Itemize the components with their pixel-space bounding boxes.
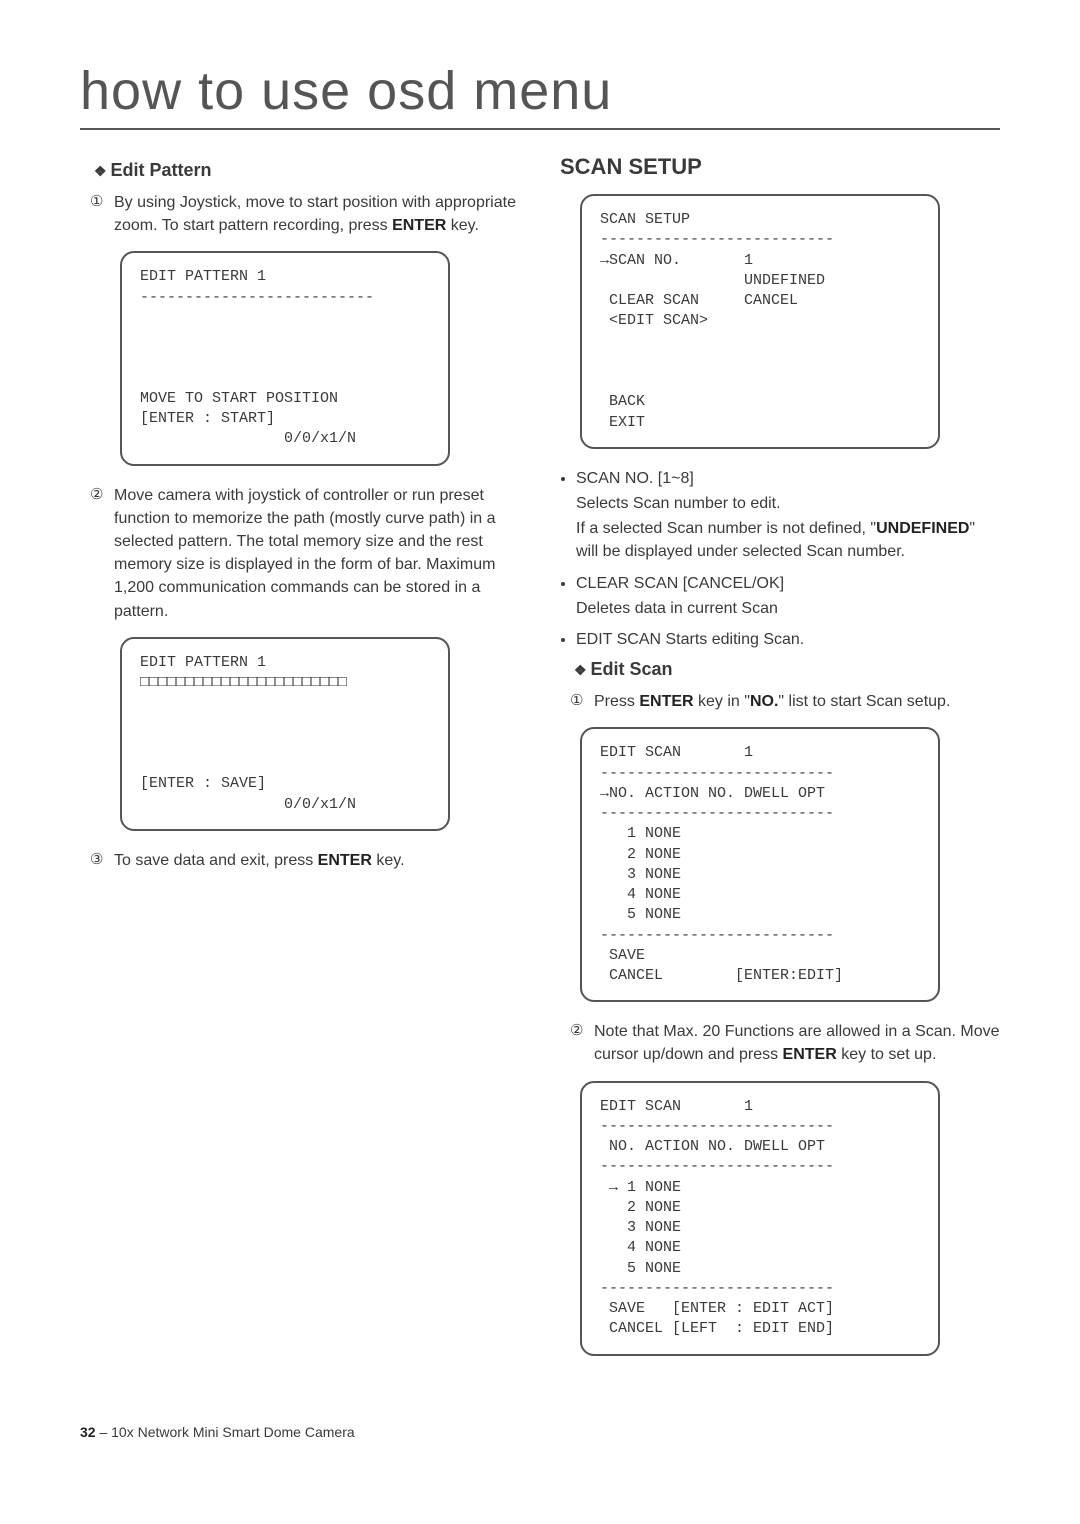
edit-scan-heading: Edit Scan <box>574 659 1000 680</box>
osd-edit-scan-2: EDIT SCAN 1 -------------------------- N… <box>580 1081 940 1356</box>
bullet-edit-scan-lead: EDIT SCAN Starts editing Scan. <box>576 631 804 648</box>
enter-key-label-2: ENTER <box>318 852 372 869</box>
footer-text: – 10x Network Mini Smart Dome Camera <box>99 1424 354 1440</box>
bullet-scan-no-line2a: If a selected Scan number is not defined… <box>576 520 876 537</box>
enter-key-label-3: ENTER <box>639 693 693 710</box>
bullet-scan-no-line1: Selects Scan number to edit. <box>576 492 1000 515</box>
right-step-2-b: key to set up. <box>837 1046 937 1063</box>
page-number: 32 <box>80 1424 96 1440</box>
scan-setup-bullets: SCAN NO. [1~8] Selects Scan number to ed… <box>560 467 1000 651</box>
bullet-scan-no: SCAN NO. [1~8] Selects Scan number to ed… <box>576 467 1000 564</box>
right-step-1: ① Press ENTER key in "NO." list to start… <box>594 690 1000 713</box>
right-step-1-c: " list to start Scan setup. <box>778 693 950 710</box>
osd-edit-pattern-save: EDIT PATTERN 1 □□□□□□□□□□□□□□□□□□□□□□□ [… <box>120 637 450 831</box>
right-step-1-b: key in " <box>694 693 750 710</box>
bullet-edit-scan: EDIT SCAN Starts editing Scan. <box>576 628 1000 651</box>
circled-2-icon-r: ② <box>570 1020 583 1042</box>
content-columns: Edit Pattern ① By using Joystick, move t… <box>80 154 1000 1374</box>
scan-setup-heading: SCAN SETUP <box>560 154 1000 180</box>
enter-key-label: ENTER <box>392 217 446 234</box>
osd-edit-pattern-start: EDIT PATTERN 1 -------------------------… <box>120 251 450 465</box>
page-root: how to use osd menu Edit Pattern ① By us… <box>0 0 1080 1480</box>
no-label: NO. <box>750 693 778 710</box>
left-step-2-text: Move camera with joystick of controller … <box>114 487 496 620</box>
enter-key-label-4: ENTER <box>783 1046 837 1063</box>
bullet-clear-scan: CLEAR SCAN [CANCEL/OK] Deletes data in c… <box>576 572 1000 620</box>
circled-3-icon: ③ <box>90 849 103 871</box>
circled-2-icon: ② <box>90 484 103 506</box>
page-footer: 32 – 10x Network Mini Smart Dome Camera <box>80 1424 1000 1440</box>
right-step-2: ② Note that Max. 20 Functions are allowe… <box>594 1020 1000 1066</box>
right-column: SCAN SETUP SCAN SETUP ------------------… <box>560 154 1000 1374</box>
bullet-scan-no-lead: SCAN NO. [1~8] <box>576 470 694 487</box>
left-step-3-text: To save data and exit, press <box>114 852 318 869</box>
left-step-2: ② Move camera with joystick of controlle… <box>114 484 520 623</box>
bullet-scan-no-line2: If a selected Scan number is not defined… <box>576 517 1000 563</box>
page-title: how to use osd menu <box>80 60 1000 130</box>
circled-1-icon-r: ① <box>570 690 583 712</box>
circled-1-icon: ① <box>90 191 103 213</box>
right-step-1-a: Press <box>594 693 639 710</box>
bullet-clear-scan-line1: Deletes data in current Scan <box>576 597 1000 620</box>
left-column: Edit Pattern ① By using Joystick, move t… <box>80 154 520 1374</box>
osd-edit-scan-1: EDIT SCAN 1 -------------------------- →… <box>580 727 940 1002</box>
left-step-3: ③ To save data and exit, press ENTER key… <box>114 849 520 872</box>
osd-scan-setup: SCAN SETUP -------------------------- →S… <box>580 194 940 449</box>
left-step-1-tail: key. <box>446 217 479 234</box>
bullet-clear-scan-lead: CLEAR SCAN [CANCEL/OK] <box>576 575 784 592</box>
edit-pattern-heading: Edit Pattern <box>94 160 520 181</box>
left-step-3-tail: key. <box>372 852 405 869</box>
undefined-label: UNDEFINED <box>876 520 969 537</box>
left-step-1: ① By using Joystick, move to start posit… <box>114 191 520 237</box>
